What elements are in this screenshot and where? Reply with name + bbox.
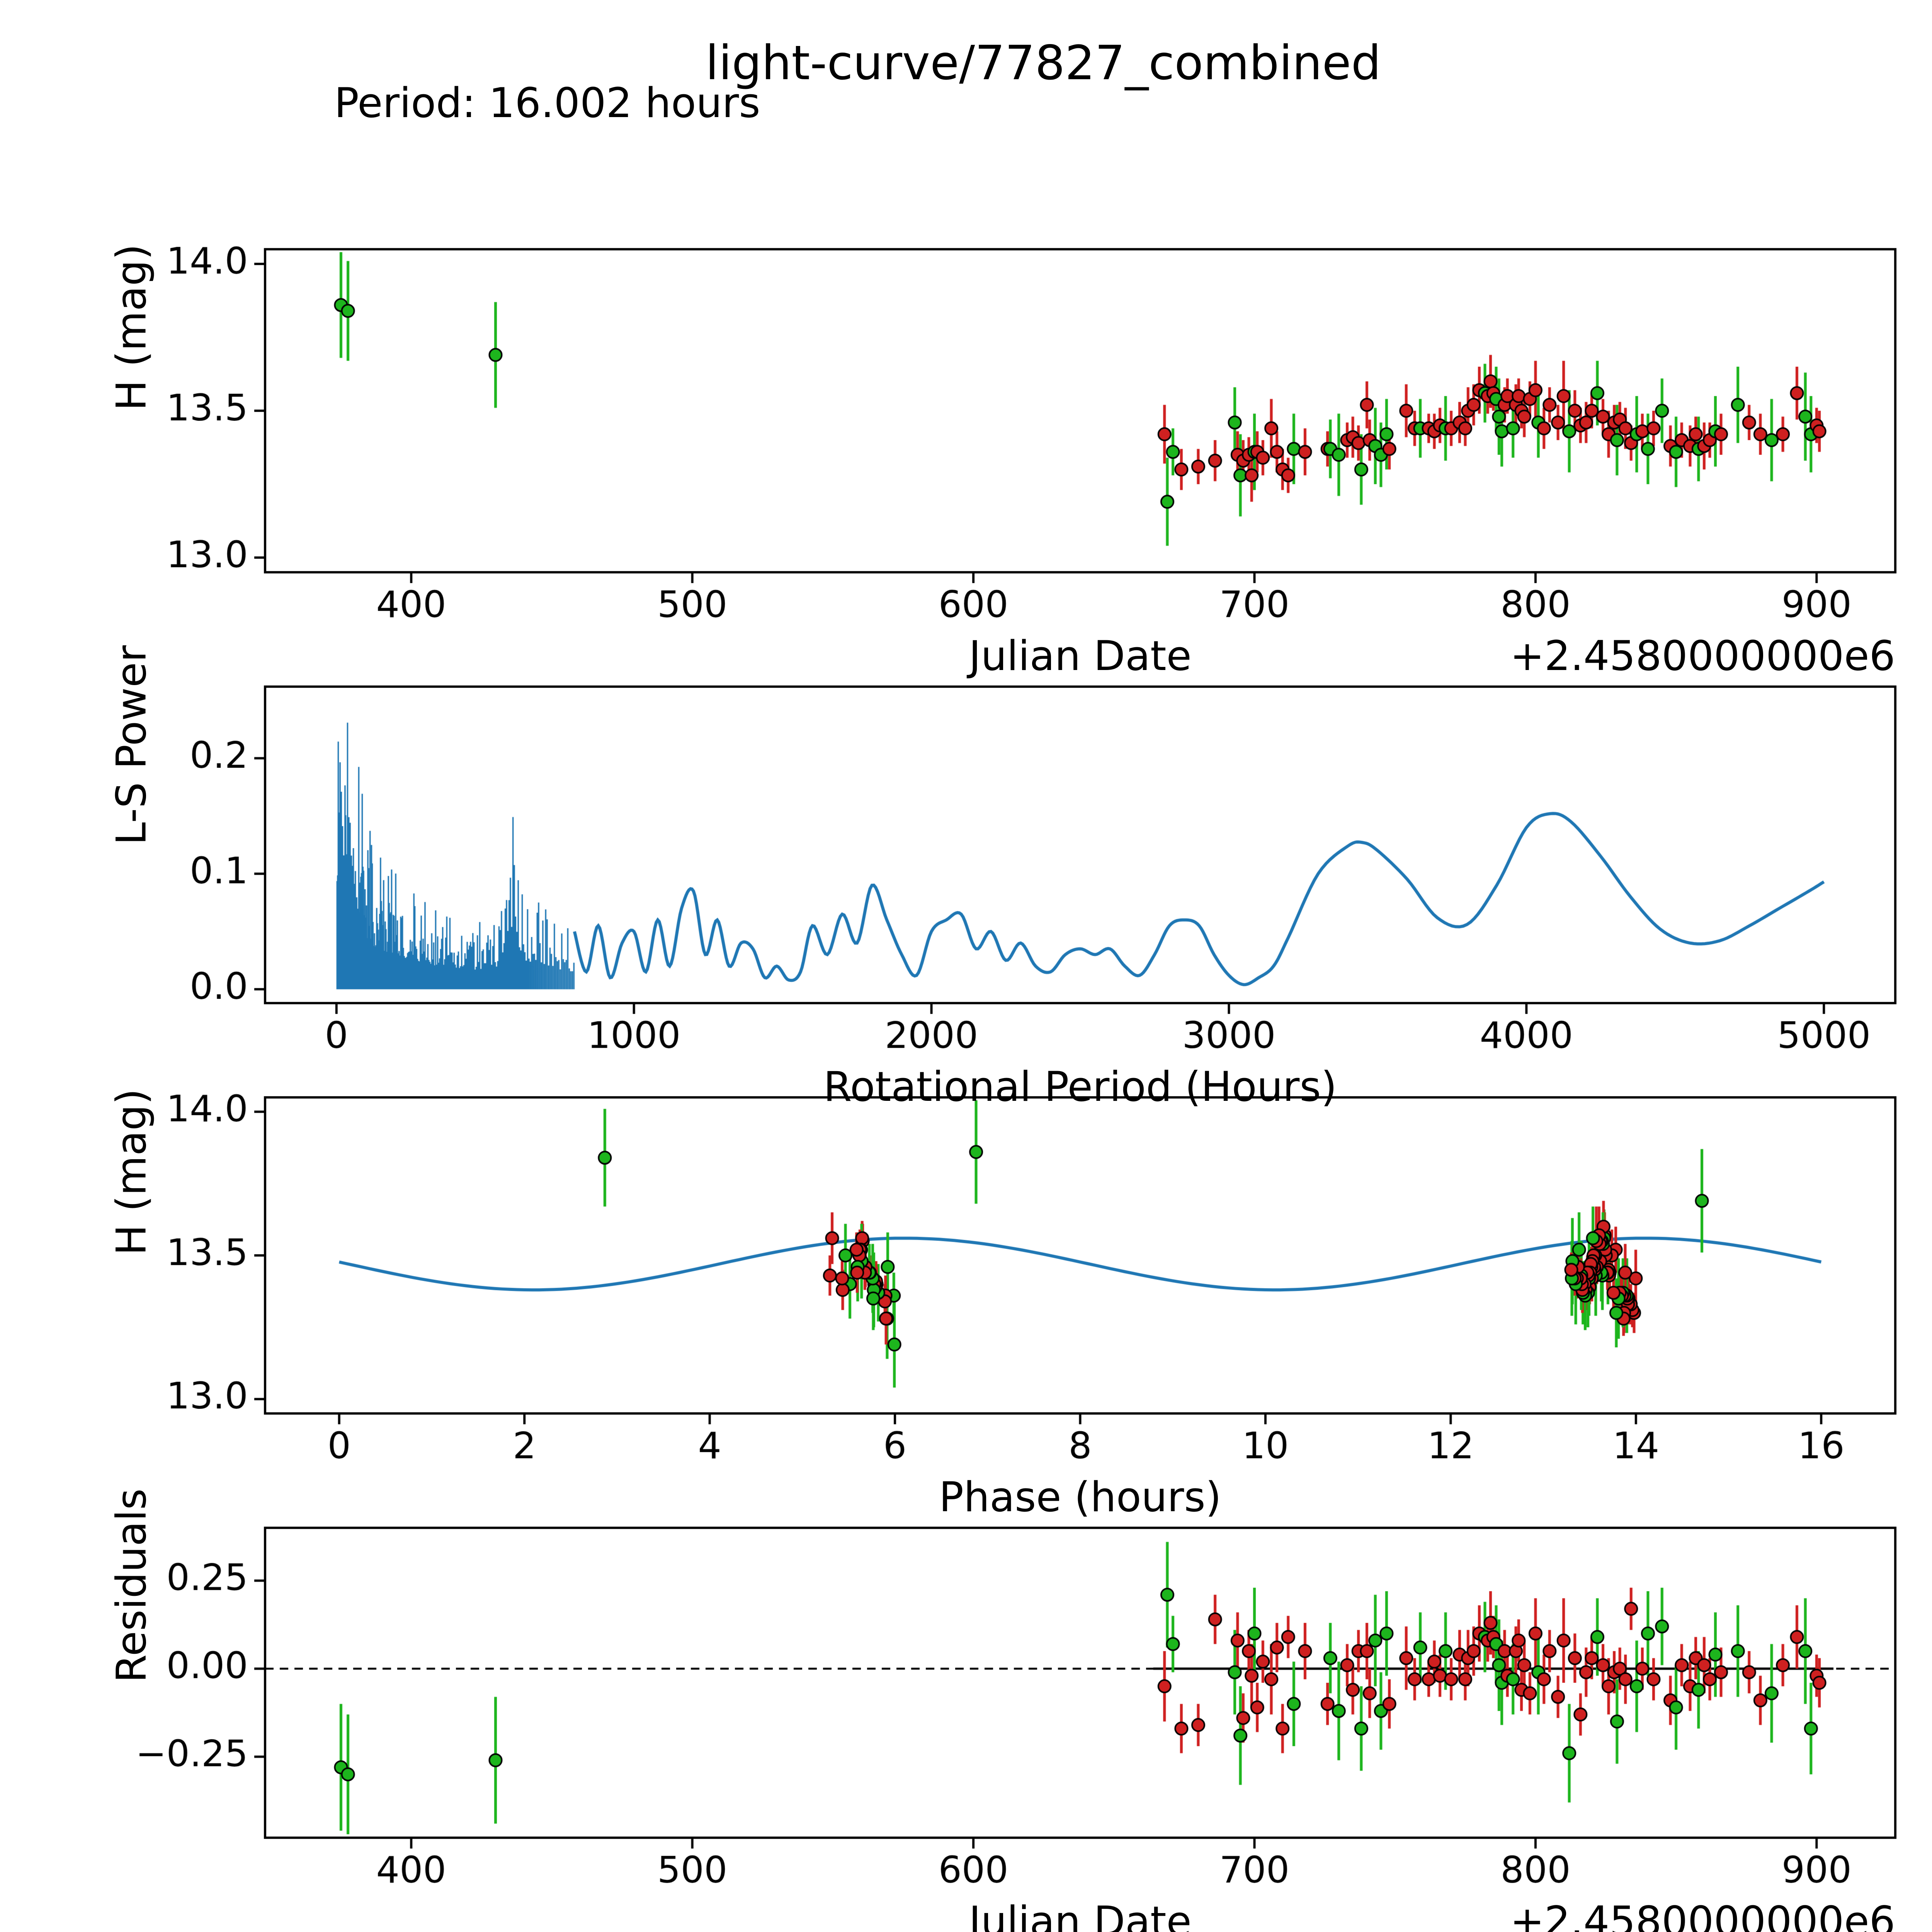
period-annotation: Period: 16.002 hours [334, 79, 760, 127]
xlabel-julian-date-top: Julian Date [969, 632, 1192, 680]
xlabel-phase: Phase (hours) [939, 1473, 1221, 1521]
figure-title: light-curve/77827_combined [705, 36, 1381, 90]
jd-offset-top: +2.4580000000e6 [1510, 632, 1895, 680]
xlabel-julian-date-bottom: Julian Date [969, 1898, 1192, 1932]
xlabel-rotational-period: Rotational Period (Hours) [823, 1063, 1337, 1111]
jd-offset-bottom: +2.4580000000e6 [1510, 1898, 1895, 1932]
